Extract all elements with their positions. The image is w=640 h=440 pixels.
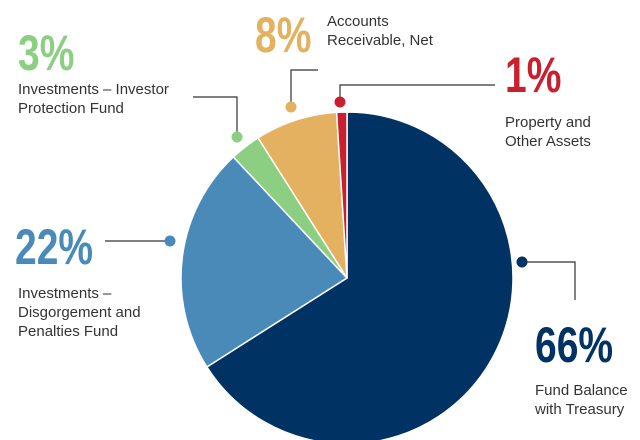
category-label: Property and Other Assets <box>505 114 591 150</box>
leader-dot <box>285 101 297 113</box>
pie-slice <box>205 111 514 440</box>
category-label: Accounts Receivable, Net <box>327 13 433 49</box>
leader-line <box>339 84 495 102</box>
percent-label: 66% <box>535 317 614 373</box>
percent-label: 3% <box>18 25 75 81</box>
category-label: Fund Balance with Treasury <box>535 382 628 418</box>
pie-slice <box>335 111 348 279</box>
leader-line <box>290 69 318 107</box>
percent-label: 1% <box>505 47 562 103</box>
category-label: Investments – Investor Protection Fund <box>18 81 169 117</box>
leader-dot <box>516 256 528 268</box>
leader-dot <box>231 131 243 143</box>
leader-line <box>193 96 238 137</box>
percent-label: 8% <box>255 7 312 63</box>
leader-line <box>522 261 576 300</box>
category-label: Investments – Disgorgement and Penalties… <box>18 285 141 340</box>
leader-dot <box>164 235 176 247</box>
pie-slice <box>180 155 349 368</box>
leader-dot <box>334 96 346 108</box>
percent-label: 22% <box>15 219 94 275</box>
